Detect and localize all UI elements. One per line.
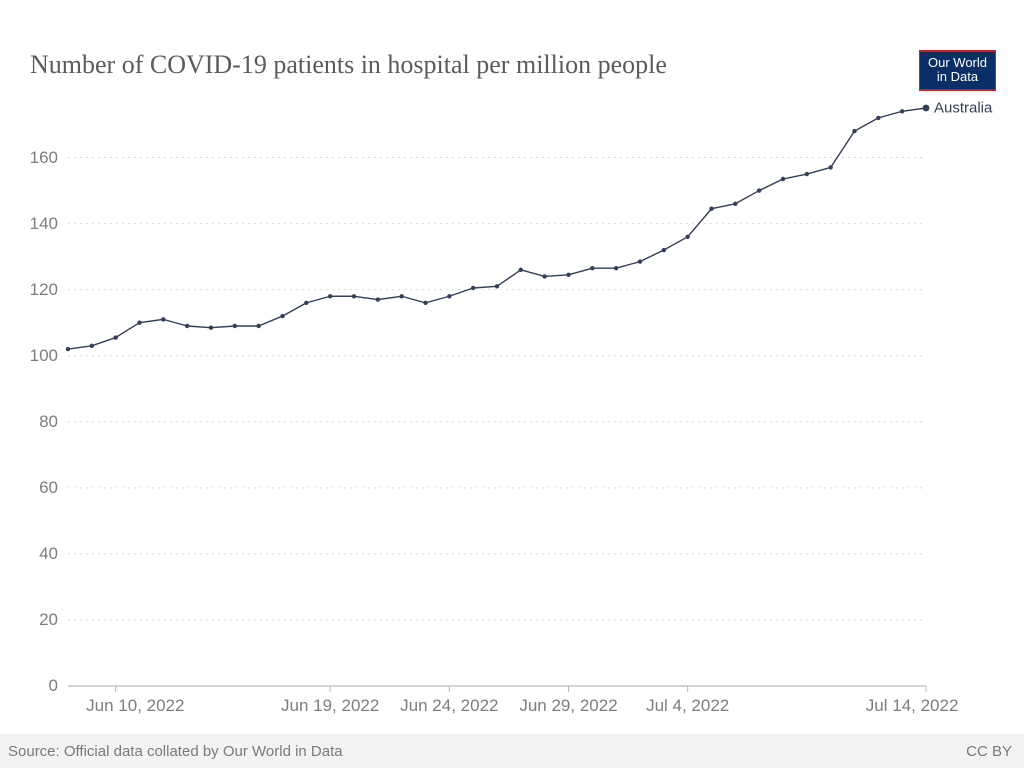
- x-tick-label: Jun 24, 2022: [400, 696, 498, 716]
- x-tick-label: Jul 4, 2022: [646, 696, 729, 716]
- series-label-australia: Australia: [934, 100, 992, 117]
- source-text: Source: Official data collated by Our Wo…: [8, 743, 343, 760]
- y-tick-label: 120: [8, 280, 58, 300]
- x-tick-label: Jun 19, 2022: [281, 696, 379, 716]
- license-text: CC BY: [966, 743, 1012, 760]
- y-tick-label: 20: [8, 610, 58, 630]
- y-tick-label: 80: [8, 412, 58, 432]
- y-tick-label: 160: [8, 148, 58, 168]
- x-tick-label: Jun 10, 2022: [86, 696, 184, 716]
- x-tick-label: Jul 14, 2022: [866, 696, 959, 716]
- chart-container: Number of COVID-19 patients in hospital …: [0, 0, 1024, 768]
- x-tick-label: Jun 29, 2022: [519, 696, 617, 716]
- y-tick-label: 140: [8, 214, 58, 234]
- source-bar: Source: Official data collated by Our Wo…: [0, 734, 1024, 768]
- y-tick-label: 100: [8, 346, 58, 366]
- y-tick-label: 0: [8, 676, 58, 696]
- y-tick-label: 40: [8, 544, 58, 564]
- y-tick-label: 60: [8, 478, 58, 498]
- chart-svg: [0, 0, 1024, 768]
